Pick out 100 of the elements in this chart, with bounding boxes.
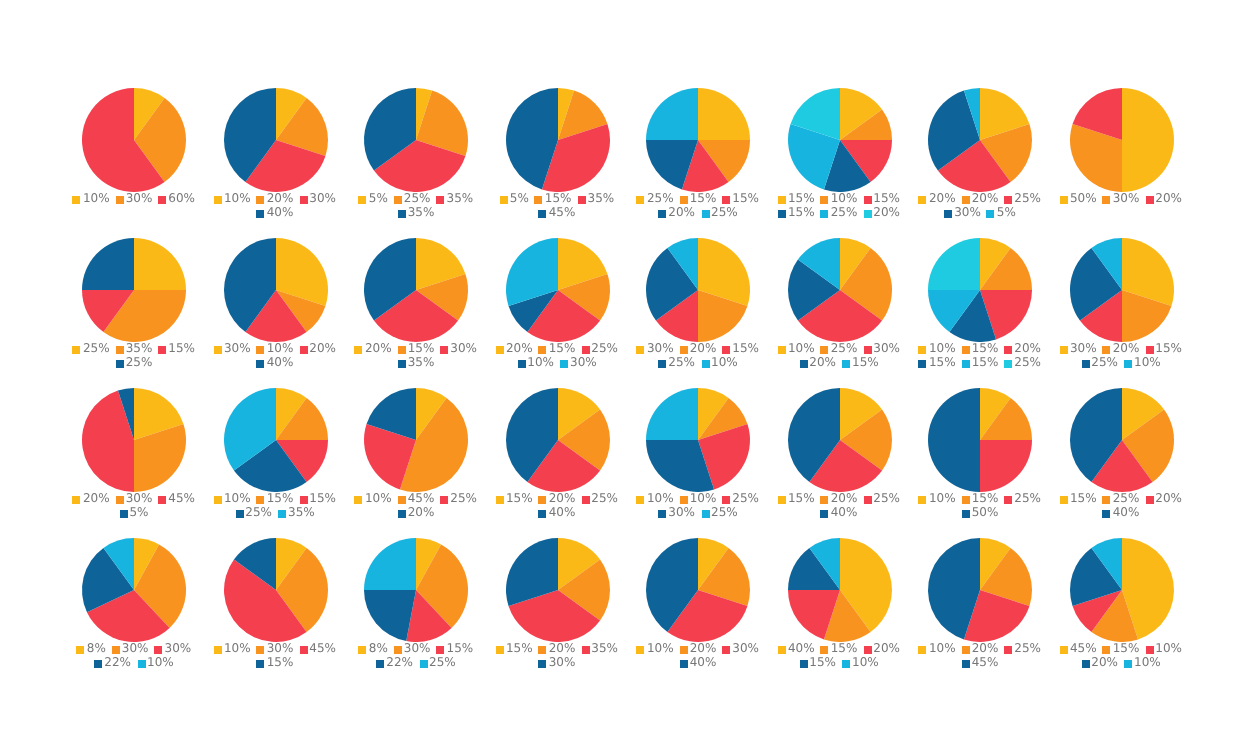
pie-slice xyxy=(1069,247,1121,321)
pie-slice xyxy=(505,538,557,607)
pie-slice xyxy=(980,123,1032,183)
pie-slice xyxy=(787,388,839,483)
pie-slice xyxy=(655,290,698,342)
pie-slice xyxy=(223,238,275,333)
pie-slice xyxy=(82,238,134,290)
pie-slice xyxy=(505,238,557,307)
pie-slice xyxy=(928,538,980,640)
pie-slice xyxy=(928,90,980,171)
pie-slice xyxy=(416,90,468,157)
pie-slice xyxy=(507,590,600,642)
pie-slice xyxy=(134,544,186,628)
pie-slice xyxy=(808,538,839,590)
pie-slice xyxy=(275,97,327,157)
pie-slice xyxy=(364,423,416,490)
pie-slice xyxy=(366,388,416,440)
pie-slice xyxy=(839,388,882,440)
pie-slice xyxy=(1090,238,1121,290)
pie-slice xyxy=(1090,590,1138,642)
pie-slice xyxy=(223,88,275,183)
pie-slice xyxy=(364,538,416,590)
pie-slice xyxy=(275,397,327,440)
pie-slice xyxy=(373,290,459,342)
pie-slice xyxy=(505,388,557,483)
pie-slice xyxy=(223,388,275,471)
pie-slice xyxy=(681,140,729,192)
pie-slice xyxy=(808,440,882,492)
pie-slice xyxy=(416,544,468,628)
pie-slice xyxy=(244,290,306,342)
pie-slice xyxy=(557,538,600,590)
pie-slice xyxy=(839,88,882,140)
pie-slice xyxy=(839,538,891,633)
pie-slice xyxy=(1071,590,1121,633)
pie-slice xyxy=(1090,538,1121,590)
pie-slice xyxy=(275,440,327,483)
pie-slice xyxy=(787,123,839,190)
pie-slice xyxy=(364,238,416,321)
pie-slice xyxy=(980,290,1032,340)
pie-slice xyxy=(557,273,609,321)
pie-slice xyxy=(557,559,609,621)
pie-slice xyxy=(275,538,306,590)
pie-slice xyxy=(667,590,748,642)
pie-slice xyxy=(82,390,134,492)
pie-slice xyxy=(963,88,980,140)
pie-slice xyxy=(839,247,891,321)
pie-slice xyxy=(698,290,748,342)
pie-slice xyxy=(557,409,609,471)
pie-slice xyxy=(416,238,466,290)
pie-slice xyxy=(103,290,186,342)
pie-slice xyxy=(364,590,416,642)
pie-slice xyxy=(787,590,839,640)
pie-slice xyxy=(980,247,1032,290)
pie-slice xyxy=(839,409,891,471)
pie-slice xyxy=(698,547,750,607)
pie-slice xyxy=(1121,409,1173,483)
pie-slice xyxy=(839,109,891,140)
pie-slice xyxy=(839,140,891,183)
pie-slice xyxy=(416,388,447,440)
pie-slice xyxy=(1078,290,1121,342)
pie-slice xyxy=(646,538,698,633)
pie-slice xyxy=(416,88,433,140)
pie-slice xyxy=(698,238,750,307)
pie-slice xyxy=(839,238,870,290)
pie-slice xyxy=(134,97,186,183)
pie-slice xyxy=(244,140,325,192)
pie-slice xyxy=(275,388,306,440)
pie-slice xyxy=(82,547,134,613)
pie-slice xyxy=(134,388,184,440)
pie-slice xyxy=(698,388,729,440)
pie-slice xyxy=(1090,440,1152,492)
pie-slice xyxy=(134,423,186,492)
pie-slice xyxy=(1069,547,1121,607)
pie-slice xyxy=(822,140,870,192)
pie-slice xyxy=(82,290,134,333)
pie-slice xyxy=(1121,238,1173,307)
pie-slice xyxy=(134,88,165,140)
pie-slice xyxy=(82,88,165,192)
pie-slice xyxy=(399,397,468,492)
pie-slice xyxy=(1069,123,1121,192)
pie-slice xyxy=(557,88,574,140)
pie-slice xyxy=(416,538,442,590)
pie-slice xyxy=(789,88,839,140)
pie-slice xyxy=(364,88,416,171)
pie-slice xyxy=(787,259,839,321)
pie-slice xyxy=(275,238,327,307)
pie-slice xyxy=(796,238,839,290)
pie-slice xyxy=(557,238,607,290)
pie-slice xyxy=(406,590,452,642)
pie-slice xyxy=(117,388,134,440)
pie-slice xyxy=(223,559,306,642)
pie-slice xyxy=(980,397,1032,440)
pie-slice xyxy=(928,290,980,333)
pie-slice xyxy=(698,397,748,440)
pie-slice xyxy=(980,538,1011,590)
pie-slice xyxy=(646,247,698,321)
pie-slice xyxy=(86,590,170,642)
pie-slice xyxy=(928,388,980,492)
pie-slice xyxy=(698,423,750,490)
pie-slice xyxy=(963,590,1030,642)
